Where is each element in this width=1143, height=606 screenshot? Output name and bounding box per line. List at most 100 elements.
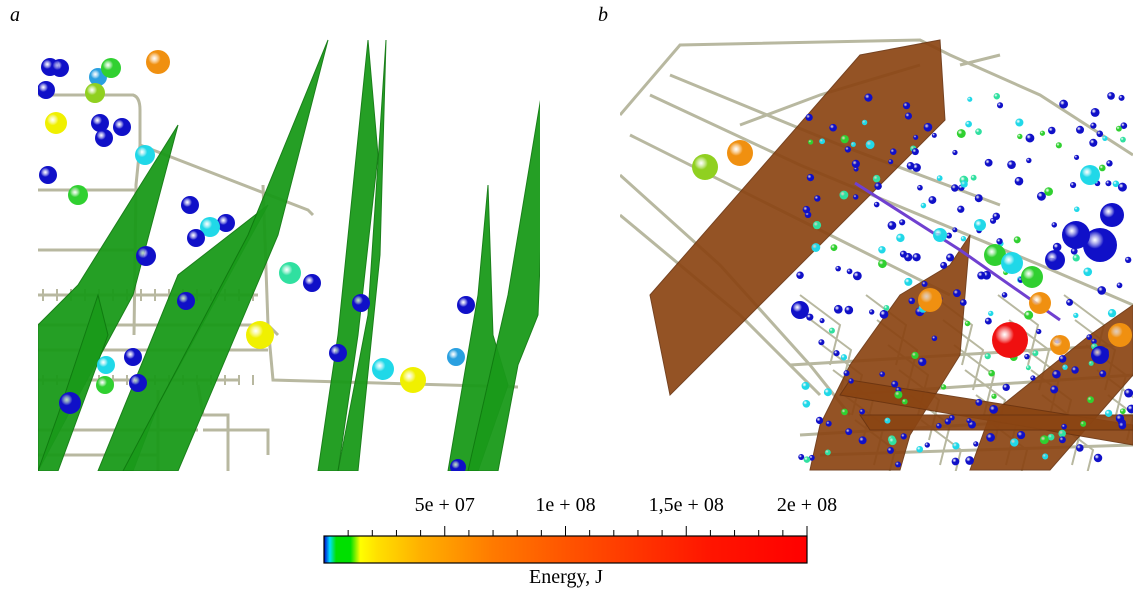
event-sphere	[960, 236, 967, 242]
fault-plane	[38, 293, 109, 471]
event-sphere	[246, 321, 274, 349]
event-sphere	[400, 367, 426, 393]
event-sphere	[1115, 414, 1125, 423]
event-sphere	[1055, 142, 1062, 149]
event-sphere	[1119, 408, 1126, 415]
event-sphere	[883, 304, 890, 311]
tunnel	[203, 428, 270, 455]
event-sphere	[129, 374, 147, 392]
event-sphere	[824, 449, 831, 456]
tunnel	[959, 53, 1001, 67]
event-sphere	[1062, 221, 1090, 249]
event-sphere	[965, 120, 972, 128]
event-sphere	[1118, 94, 1125, 101]
event-sphere	[1100, 203, 1124, 227]
event-sphere	[791, 301, 809, 319]
event-sphere	[1047, 433, 1055, 441]
event-sphere	[200, 217, 220, 237]
event-sphere	[1014, 176, 1024, 186]
event-sphere	[124, 348, 142, 366]
tunnel	[38, 93, 315, 217]
event-sphere	[861, 119, 868, 126]
event-sphere	[900, 433, 907, 440]
event-sphere	[217, 214, 235, 232]
event-sphere	[896, 233, 905, 243]
event-sphere	[819, 138, 826, 145]
event-sphere	[1058, 355, 1067, 363]
event-sphere	[921, 281, 928, 288]
colorbar-bar	[323, 535, 808, 564]
event-sphere	[825, 420, 832, 427]
event-sphere	[952, 227, 958, 233]
event-sphere	[833, 304, 843, 314]
event-sphere	[884, 417, 891, 424]
event-sphere	[967, 96, 973, 102]
event-sphere	[1042, 453, 1049, 460]
event-sphere	[991, 393, 997, 399]
event-sphere	[96, 376, 114, 394]
event-sphere	[1030, 375, 1036, 381]
event-sphere	[852, 271, 862, 281]
event-sphere	[1052, 242, 1062, 252]
event-sphere	[136, 246, 156, 266]
event-sphere	[1098, 164, 1106, 172]
event-sphere	[97, 356, 115, 374]
event-sphere	[101, 58, 121, 78]
event-sphere	[949, 415, 955, 421]
tunnel-network	[1107, 394, 1133, 415]
event-sphere	[1074, 206, 1080, 213]
event-sphere	[1032, 350, 1039, 357]
event-sphere	[913, 134, 919, 140]
event-sphere	[908, 297, 916, 305]
event-sphere	[984, 353, 991, 360]
event-sphere	[887, 446, 894, 454]
event-sphere	[924, 442, 930, 448]
event-sphere	[959, 299, 967, 306]
event-sphere	[878, 246, 886, 254]
event-sphere	[872, 174, 881, 183]
fault-plane	[467, 99, 540, 471]
event-sphere	[823, 388, 832, 397]
event-sphere	[873, 201, 880, 208]
event-sphere	[1105, 409, 1113, 417]
event-sphere	[805, 113, 813, 122]
event-sphere	[1076, 125, 1085, 134]
event-sphere	[303, 274, 321, 292]
event-sphere	[977, 271, 986, 280]
event-sphere	[1107, 308, 1117, 318]
event-sphere	[1116, 282, 1123, 289]
tunnel	[649, 93, 1133, 307]
event-sphere	[888, 437, 897, 446]
event-sphere	[1017, 133, 1023, 140]
event-sphere	[1070, 181, 1077, 189]
event-sphere	[965, 456, 974, 465]
panel-b-3d-view	[620, 38, 1133, 471]
event-sphere	[1058, 436, 1066, 444]
event-sphere	[888, 159, 894, 165]
event-sphere	[1071, 366, 1079, 374]
event-sphere	[970, 174, 977, 181]
event-sphere	[1083, 267, 1093, 277]
event-sphere	[802, 399, 811, 408]
event-sphere	[1106, 160, 1113, 167]
event-sphere	[986, 433, 995, 442]
event-sphere	[1039, 130, 1046, 136]
event-sphere	[1017, 430, 1026, 440]
event-sphere	[38, 81, 55, 99]
event-sphere	[912, 253, 921, 262]
event-sphere	[1025, 133, 1035, 143]
event-sphere	[279, 262, 301, 284]
event-sphere	[1058, 429, 1066, 438]
event-sphere	[878, 259, 887, 269]
event-sphere	[51, 59, 69, 77]
event-sphere	[1061, 423, 1067, 430]
event-sphere	[1076, 444, 1084, 452]
event-sphere	[952, 442, 960, 450]
event-sphere	[840, 354, 848, 361]
event-sphere	[803, 456, 811, 463]
event-sphere	[993, 93, 1001, 100]
event-sphere	[811, 243, 821, 252]
event-sphere	[1024, 353, 1030, 360]
event-sphere	[113, 118, 131, 136]
event-sphere	[850, 141, 856, 147]
